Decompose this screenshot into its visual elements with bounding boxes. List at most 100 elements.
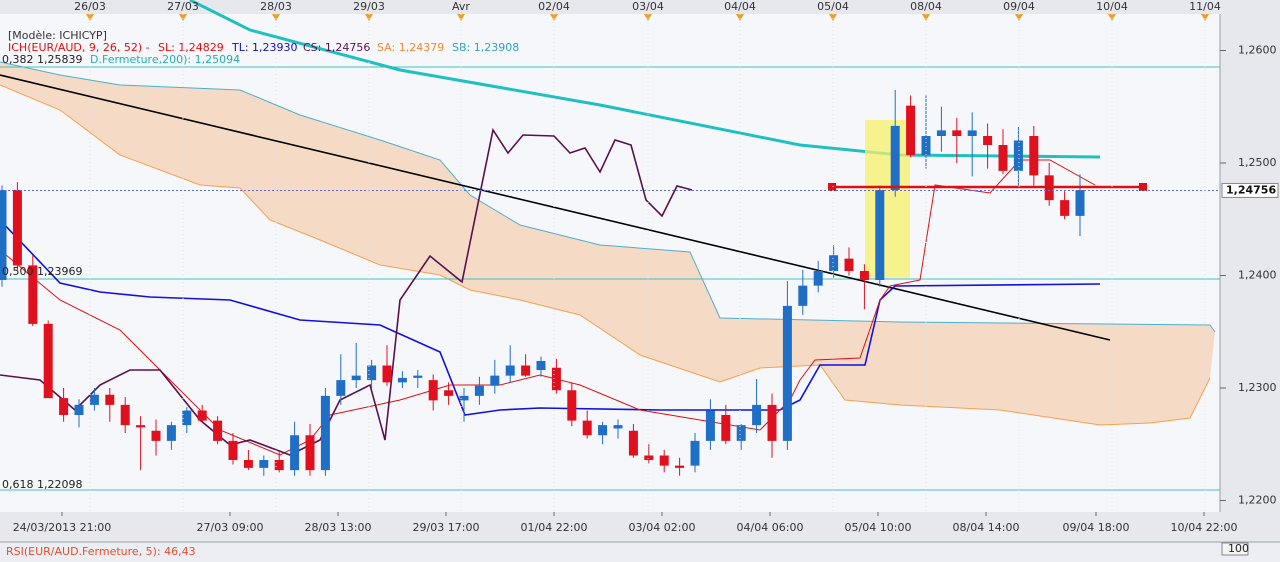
candle-body <box>136 425 146 428</box>
candle-body <box>613 425 623 429</box>
candle-body <box>166 425 176 441</box>
candle-body <box>752 404 762 426</box>
candle-body <box>721 415 731 441</box>
highlight <box>865 120 910 278</box>
chikou-line <box>0 127 693 456</box>
candle-body <box>952 130 962 136</box>
time-label: 24/03/2013 21:00 <box>13 521 112 534</box>
rsi-scale-box <box>1221 542 1249 556</box>
candle-body <box>998 145 1008 171</box>
candle-body <box>290 435 300 471</box>
date-marker <box>457 14 465 21</box>
candle-body <box>413 375 423 378</box>
candle-body <box>659 455 669 466</box>
time-label: 10/04 22:00 <box>1171 521 1238 534</box>
time-label: 03/04 02:00 <box>629 521 696 534</box>
y-tick-label: 1,2600 <box>1238 44 1277 57</box>
candle-body <box>1060 200 1070 216</box>
last-price-label: 1,24756 <box>1226 183 1276 196</box>
candle-body <box>305 435 315 471</box>
fib-label: 0,500 1,23969 <box>2 265 82 278</box>
date-marker <box>179 14 187 21</box>
date-marker <box>86 14 94 21</box>
candle-body <box>536 361 546 370</box>
y-tick-label: 1,2500 <box>1238 156 1277 169</box>
model-label: [Modèle: ICHICYP] <box>8 29 107 42</box>
sb-label: SB: 1,23908 <box>452 41 519 54</box>
y-tick-label: 1,2400 <box>1238 269 1277 282</box>
candle-body <box>59 398 69 415</box>
candle-body <box>1013 140 1023 171</box>
candle-body <box>921 136 931 156</box>
date-label: 08/04 <box>910 0 942 13</box>
candle-body <box>243 460 253 468</box>
rsi-scale: 100 <box>1228 542 1249 555</box>
candle-body <box>228 440 238 460</box>
candle-body <box>644 455 654 460</box>
date-label: 10/04 <box>1096 0 1128 13</box>
candle-body <box>459 395 469 401</box>
level-handle[interactable] <box>1139 183 1147 191</box>
price-axis <box>1220 12 1280 512</box>
date-label: 27/03 <box>167 0 199 13</box>
date-label: 26/03 <box>74 0 106 13</box>
date-marker <box>922 14 930 21</box>
rsi-label: RSI(EUR/AUD.Fermeture, 5): 46,43 <box>6 545 196 558</box>
date-marker <box>365 14 373 21</box>
senkou-b <box>0 61 1216 333</box>
candle-body <box>1029 136 1039 176</box>
candle-body <box>967 130 977 136</box>
candle-body <box>1075 190 1085 216</box>
candle-body <box>582 420 592 436</box>
last-price-box <box>1221 182 1279 198</box>
rsi-panel <box>0 542 1280 562</box>
time-label: 04/04 06:00 <box>737 521 804 534</box>
candle-body <box>690 440 700 466</box>
top-bar <box>0 0 1280 14</box>
candle-body <box>983 136 993 145</box>
date-label: 11/04 <box>1189 0 1221 13</box>
candle-body <box>151 430 161 441</box>
kijun-line <box>0 219 1101 416</box>
ichimoku-cloud <box>0 62 1215 425</box>
time-label: 01/04 22:00 <box>521 521 588 534</box>
candle-body <box>628 430 638 456</box>
candles <box>0 89 1085 476</box>
time-axis <box>0 512 1280 542</box>
candle-body <box>12 190 22 266</box>
cs-label: CS: 1,24756 <box>303 41 370 54</box>
candle-body <box>197 410 207 421</box>
y-tick-label: 1,2200 <box>1238 494 1277 507</box>
date-marker <box>550 14 558 21</box>
candle-body <box>705 410 715 441</box>
candle-body <box>936 130 946 136</box>
fib-label: 0,618 1,22098 <box>2 478 82 491</box>
date-label: 05/04 <box>817 0 849 13</box>
candle-body <box>105 394 115 405</box>
candle-body <box>844 258 854 271</box>
date-marker <box>1015 14 1023 21</box>
candle-body <box>798 285 808 306</box>
candle-body <box>505 365 515 376</box>
y-tick-label: 1,2300 <box>1238 381 1277 394</box>
candle-body <box>351 375 361 381</box>
level-handle[interactable] <box>828 183 836 191</box>
date-marker <box>1108 14 1116 21</box>
time-label: 28/03 13:00 <box>305 521 372 534</box>
candle-body <box>382 365 392 383</box>
date-label: 02/04 <box>538 0 570 13</box>
candle-body <box>736 425 746 441</box>
candle-body <box>829 255 839 271</box>
candle-body <box>598 425 608 436</box>
candle-body <box>74 404 84 415</box>
candle-body <box>767 404 777 441</box>
candle-body <box>782 305 792 441</box>
date-label: 04/04 <box>724 0 756 13</box>
senkou-a <box>0 84 1211 426</box>
candle-body <box>259 460 269 468</box>
candle-body <box>182 410 192 426</box>
candle-body <box>567 390 577 421</box>
candle-body <box>89 394 99 405</box>
